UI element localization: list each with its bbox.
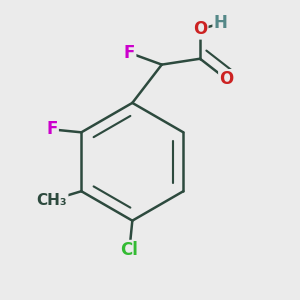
- Text: CH₃: CH₃: [37, 193, 67, 208]
- Text: F: F: [46, 120, 58, 138]
- Text: O: O: [219, 70, 234, 88]
- Text: H: H: [214, 14, 228, 32]
- Text: Cl: Cl: [121, 241, 138, 259]
- Text: F: F: [124, 44, 135, 62]
- Text: O: O: [193, 20, 207, 38]
